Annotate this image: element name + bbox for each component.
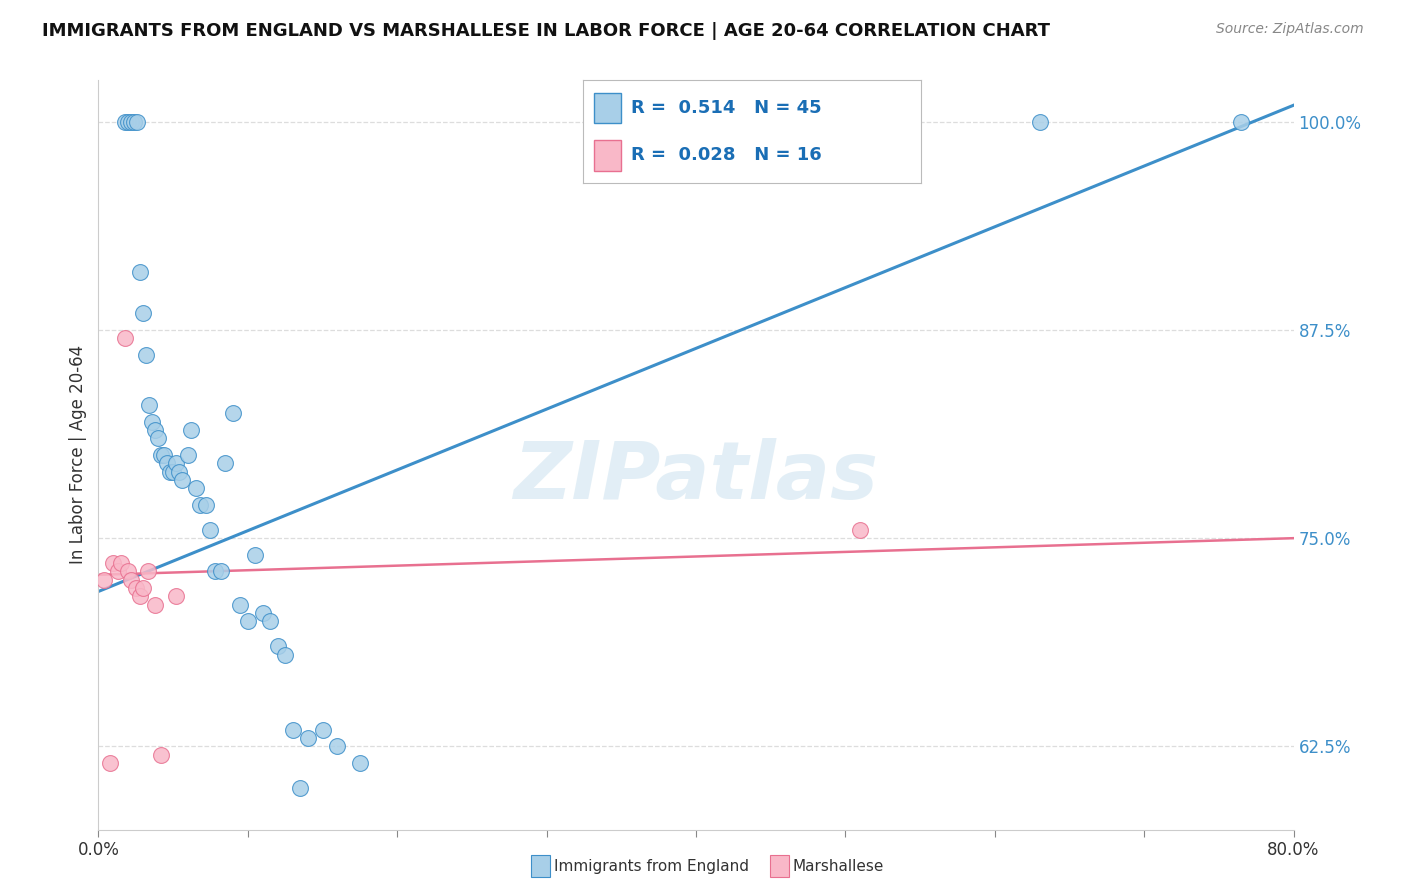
Text: Marshallese: Marshallese	[793, 859, 884, 873]
Point	[236, 615, 259, 629]
Point	[129, 265, 152, 279]
Point	[849, 523, 872, 537]
Text: IMMIGRANTS FROM ENGLAND VS MARSHALLESE IN LABOR FORCE | AGE 20-64 CORRELATION CH: IMMIGRANTS FROM ENGLAND VS MARSHALLESE I…	[42, 22, 1050, 40]
Point	[135, 348, 157, 362]
Point	[229, 598, 252, 612]
Point	[114, 331, 136, 345]
Point	[138, 398, 160, 412]
Point	[288, 780, 311, 795]
Point	[326, 739, 349, 754]
Point	[167, 465, 190, 479]
Point	[120, 115, 142, 129]
Point	[143, 423, 166, 437]
Point	[252, 606, 274, 620]
Point	[180, 423, 202, 437]
Point	[281, 723, 304, 737]
Point	[141, 415, 163, 429]
Point	[117, 565, 139, 579]
Point	[177, 448, 200, 462]
Point	[114, 115, 136, 129]
Point	[162, 465, 184, 479]
Point	[93, 573, 115, 587]
Point	[165, 456, 187, 470]
Point	[103, 556, 125, 570]
Point	[349, 756, 371, 770]
Text: ZIPatlas: ZIPatlas	[513, 438, 879, 516]
Point	[311, 723, 333, 737]
Point	[150, 747, 173, 762]
Point	[120, 573, 142, 587]
Point	[172, 473, 194, 487]
Point	[1028, 115, 1050, 129]
Point	[297, 731, 319, 745]
Point	[125, 581, 148, 595]
Point	[132, 306, 155, 320]
Point	[132, 581, 155, 595]
Point	[129, 590, 152, 604]
Point	[110, 556, 132, 570]
Point	[184, 481, 207, 495]
Point	[136, 565, 159, 579]
Point	[195, 498, 218, 512]
Point	[245, 548, 267, 562]
Text: Source: ZipAtlas.com: Source: ZipAtlas.com	[1216, 22, 1364, 37]
Point	[188, 498, 211, 512]
Point	[153, 448, 176, 462]
Point	[143, 598, 166, 612]
Point	[200, 523, 222, 537]
Text: Immigrants from England: Immigrants from England	[554, 859, 749, 873]
Point	[214, 456, 236, 470]
Point	[156, 456, 179, 470]
Point	[150, 448, 173, 462]
Point	[1230, 115, 1253, 129]
Point	[222, 406, 245, 420]
Text: R =  0.028   N = 16: R = 0.028 N = 16	[631, 146, 821, 164]
Point	[274, 648, 297, 662]
Point	[124, 115, 146, 129]
Point	[98, 756, 122, 770]
Point	[209, 565, 232, 579]
FancyBboxPatch shape	[593, 93, 620, 123]
Point	[204, 565, 226, 579]
Point	[148, 431, 170, 445]
Point	[267, 640, 290, 654]
Point	[107, 565, 129, 579]
Point	[159, 465, 181, 479]
FancyBboxPatch shape	[593, 140, 620, 170]
Point	[259, 615, 281, 629]
Point	[127, 115, 149, 129]
Point	[117, 115, 139, 129]
Y-axis label: In Labor Force | Age 20-64: In Labor Force | Age 20-64	[69, 345, 87, 565]
Point	[165, 590, 187, 604]
Text: R =  0.514   N = 45: R = 0.514 N = 45	[631, 99, 821, 117]
